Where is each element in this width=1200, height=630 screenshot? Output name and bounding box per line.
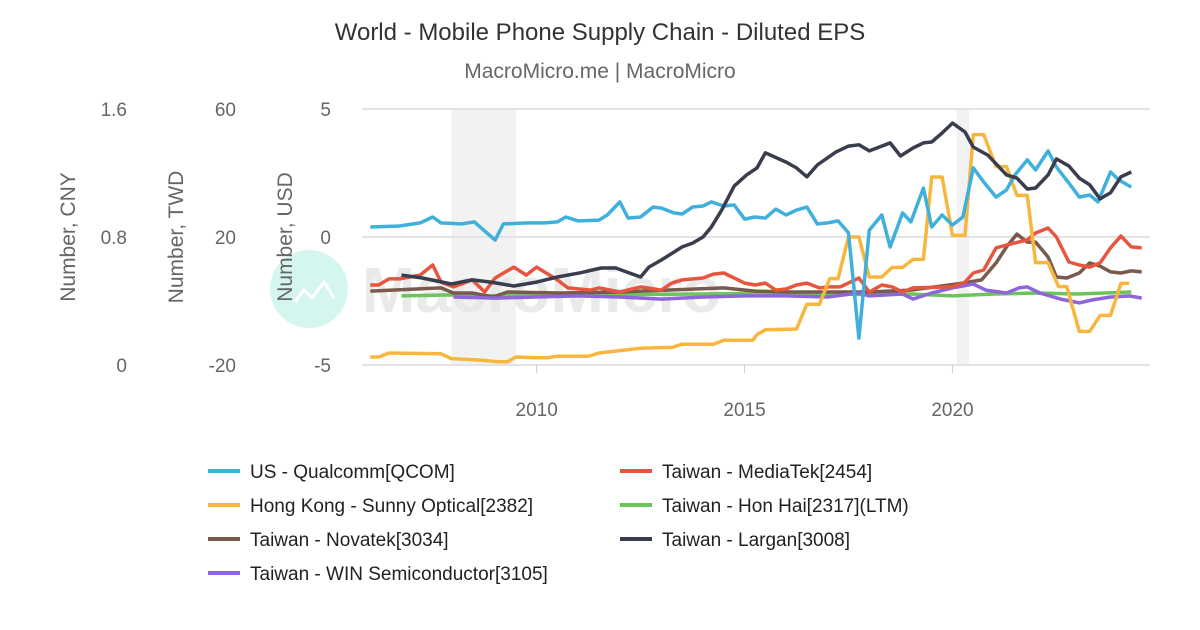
legend-label: US - Qualcomm[QCOM] bbox=[250, 462, 455, 483]
x-tick-label: 2015 bbox=[723, 400, 765, 421]
legend-item[interactable]: Taiwan - Hon Hai[2317](LTM) bbox=[620, 496, 909, 517]
legend: US - Qualcomm[QCOM] Taiwan - MediaTek[245… bbox=[208, 462, 909, 585]
y-tick-label-cny: 1.6 bbox=[101, 100, 127, 121]
watermark-logo-icon bbox=[270, 250, 348, 328]
y-tick-label-twd: 20 bbox=[215, 228, 236, 249]
y-axis-title-twd: Number, TWD bbox=[165, 171, 188, 304]
series-line-1[interactable] bbox=[370, 226, 1142, 294]
chart-subtitle: MacroMicro.me | MacroMicro bbox=[464, 60, 735, 83]
legend-label: Hong Kong - Sunny Optical[2382] bbox=[250, 496, 533, 517]
legend-item[interactable]: Taiwan - WIN Semiconductor[3105] bbox=[208, 564, 548, 585]
legend-label: Taiwan - WIN Semiconductor[3105] bbox=[250, 564, 548, 585]
legend-label: Taiwan - Largan[3008] bbox=[662, 530, 850, 551]
series-line-5[interactable] bbox=[401, 121, 1133, 288]
x-tick-label: 2010 bbox=[516, 400, 558, 421]
legend-item[interactable]: Taiwan - MediaTek[2454] bbox=[620, 462, 872, 483]
y-tick-label-usd: 5 bbox=[320, 100, 331, 121]
y-axis-title-cny: Number, CNY bbox=[57, 172, 80, 302]
series-line-2[interactable] bbox=[370, 132, 1130, 364]
legend-item[interactable]: US - Qualcomm[QCOM] bbox=[208, 462, 455, 483]
y-tick-label-cny: 0 bbox=[116, 356, 127, 377]
legend-label: Taiwan - Hon Hai[2317](LTM) bbox=[662, 496, 909, 517]
series-line-4[interactable] bbox=[370, 232, 1142, 299]
y-tick-label-twd: 60 bbox=[215, 100, 236, 121]
legend-label: Taiwan - MediaTek[2454] bbox=[662, 462, 872, 483]
y-tick-label-usd: 0 bbox=[320, 228, 331, 249]
legend-item[interactable]: Taiwan - Largan[3008] bbox=[620, 530, 850, 551]
legend-label: Taiwan - Novatek[3034] bbox=[250, 530, 449, 551]
legend-item[interactable]: Taiwan - Novatek[3034] bbox=[208, 530, 449, 551]
y-axis-title-usd: Number, USD bbox=[274, 172, 297, 302]
y-tick-label-cny: 0.8 bbox=[101, 228, 127, 249]
y-tick-label-usd: -5 bbox=[314, 356, 331, 377]
x-tick-label: 2020 bbox=[931, 400, 973, 421]
watermark-logo-chart-icon bbox=[293, 279, 336, 303]
series-line-0[interactable] bbox=[370, 149, 1133, 340]
legend-item[interactable]: Hong Kong - Sunny Optical[2382] bbox=[208, 496, 533, 517]
y-tick-label-twd: -20 bbox=[209, 356, 236, 377]
chart-title: World - Mobile Phone Supply Chain - Dilu… bbox=[335, 19, 865, 46]
